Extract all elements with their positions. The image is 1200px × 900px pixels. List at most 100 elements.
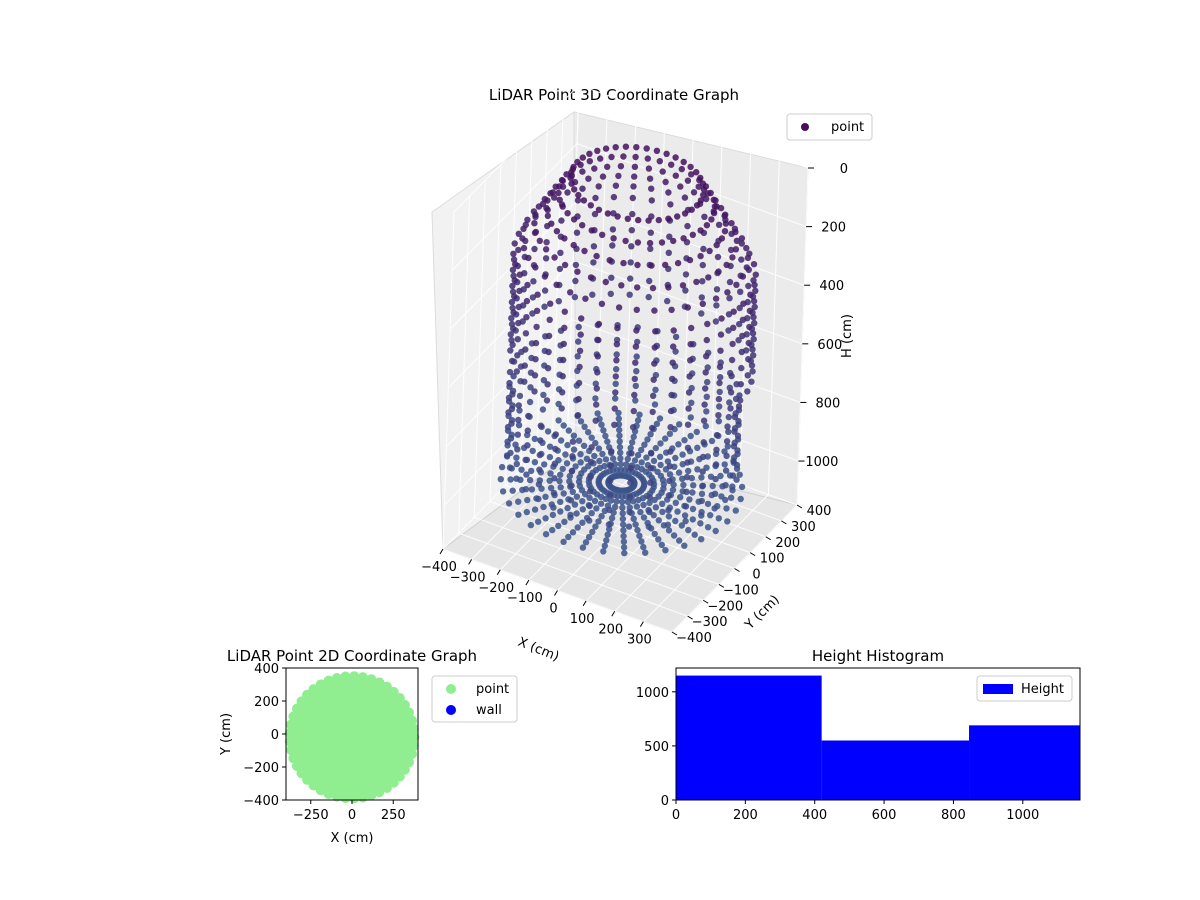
data-point-3d (630, 433, 637, 441)
data-point-3d (616, 432, 623, 439)
data-point-3d (681, 194, 689, 201)
data-point-3d (589, 291, 596, 298)
data-point-3d (523, 471, 530, 478)
data-point-3d (713, 286, 721, 293)
data-point-3d (648, 450, 655, 457)
data-point-3d (745, 339, 752, 347)
data-point-3d (551, 475, 558, 482)
data-point-3d (531, 506, 539, 513)
data-point-3d (640, 514, 648, 521)
data-point-3d (662, 547, 669, 554)
data-point-3d (613, 366, 620, 373)
data-point-3d (632, 359, 639, 366)
y-tick-label-3d: 100 (760, 552, 785, 567)
data-point-3d (701, 213, 708, 220)
data-point-3d (567, 174, 574, 182)
data-point-3d (711, 490, 719, 497)
data-point-3d (636, 411, 643, 418)
data-point-3d (549, 526, 556, 534)
data-point-3d (712, 318, 720, 325)
data-point-3d (510, 373, 517, 380)
data-point-3d (529, 447, 536, 455)
data-point-3d (726, 278, 734, 286)
data-point-3d (633, 368, 640, 375)
x-tick-label-hist: 200 (733, 808, 758, 823)
x-axis-label-2d: X (cm) (331, 831, 374, 846)
data-point-3d (546, 453, 554, 461)
data-point-3d (557, 249, 564, 256)
data-point-3d (652, 444, 659, 452)
data-point-3d (630, 515, 637, 522)
data-point-3d (638, 446, 645, 454)
data-point-3d (683, 488, 690, 495)
data-point-3d (546, 316, 553, 323)
data-point-3d (693, 202, 701, 209)
data-point-3d (563, 460, 571, 467)
histogram-bar (821, 740, 970, 800)
data-point-3d (628, 227, 635, 234)
y-tick-label-3d: −200 (707, 599, 743, 614)
data-point-2d (408, 723, 419, 734)
data-point-3d (627, 259, 634, 266)
data-point-3d (609, 455, 617, 462)
data-point-3d (551, 254, 558, 261)
data-point-2d (407, 749, 417, 760)
data-point-3d (620, 538, 628, 545)
data-point-3d (574, 524, 581, 531)
data-point-3d (751, 281, 758, 289)
data-point-2d (286, 719, 296, 730)
y-tick-label-3d: 300 (791, 520, 816, 535)
data-point-3d (607, 477, 614, 484)
data-point-3d (670, 532, 678, 539)
data-point-3d (736, 471, 743, 478)
data-point-3d (670, 327, 677, 334)
data-point-3d (743, 264, 750, 271)
data-point-3d (726, 399, 733, 406)
data-point-3d (712, 461, 720, 468)
data-point-3d (530, 278, 537, 285)
data-point-3d (587, 473, 594, 480)
data-point-3d (510, 309, 517, 316)
data-point-3d (617, 449, 624, 456)
data-point-3d (598, 300, 606, 307)
data-point-3d (561, 518, 568, 525)
data-point-3d (629, 439, 636, 446)
data-point-3d (594, 353, 601, 360)
data-point-3d (651, 307, 658, 314)
data-point-3d (550, 504, 557, 511)
data-point-3d (615, 172, 622, 180)
data-point-3d (751, 303, 758, 311)
data-point-3d (579, 498, 586, 505)
data-point-3d (680, 235, 687, 242)
data-point-2d (331, 673, 342, 683)
data-point-3d (557, 498, 564, 506)
data-point-2d (296, 696, 307, 707)
data-point-3d (592, 417, 599, 424)
data-point-3d (707, 512, 714, 519)
data-point-3d (645, 293, 652, 301)
data-point-3d (670, 343, 677, 350)
data-point-3d (601, 542, 608, 549)
data-point-3d (731, 413, 739, 421)
data-point-3d (547, 300, 554, 307)
data-point-3d (733, 237, 741, 244)
data-point-3d (608, 514, 616, 522)
data-point-3d (715, 268, 722, 275)
data-point-3d (576, 347, 584, 354)
data-point-3d (602, 456, 610, 463)
data-point-3d (680, 158, 687, 166)
data-point-3d (687, 163, 694, 171)
data-point-3d (599, 173, 607, 180)
data-point-3d (729, 472, 737, 479)
data-point-3d (619, 498, 626, 506)
data-point-3d (546, 443, 554, 450)
ticks-2d: −250 0 250 400 200 0 −200 −400 (243, 662, 405, 823)
data-point-3d (575, 191, 582, 199)
data-point-3d (665, 527, 673, 534)
data-point-3d (598, 421, 605, 428)
y-tick-label-3d: −100 (723, 583, 759, 598)
data-point-3d (599, 231, 606, 238)
data-point-3d (700, 186, 708, 193)
data-point-3d (650, 376, 657, 383)
